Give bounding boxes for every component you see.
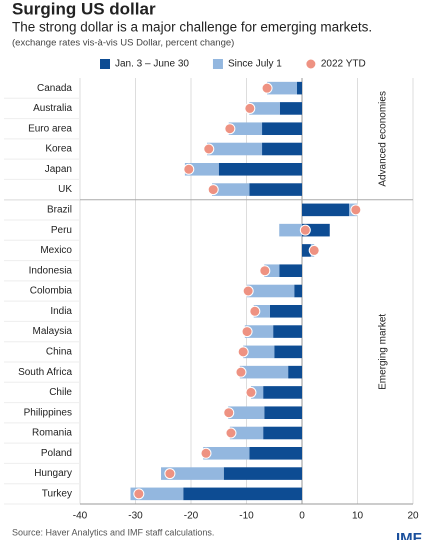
y-tick-label: Turkey — [42, 488, 72, 499]
group-label: Emerging market — [378, 314, 389, 390]
y-tick-label: Indonesia — [29, 265, 73, 276]
ytd-dot — [223, 407, 235, 419]
bar-segment — [262, 142, 302, 156]
bar-segment — [244, 325, 274, 338]
y-tick-label: Hungary — [34, 468, 72, 479]
bar-segment — [263, 426, 302, 440]
bar-segment — [183, 487, 302, 501]
y-tick-label: Japan — [45, 164, 72, 175]
ytd-dot — [237, 346, 249, 358]
bar-segment — [297, 81, 302, 95]
y-tick-label: Colombia — [30, 286, 73, 297]
legend-marker — [212, 59, 223, 69]
legend-label: Since July 1 — [228, 59, 282, 70]
y-tick-label: Australia — [33, 103, 72, 114]
bar-segment — [279, 102, 302, 115]
ytd-dot — [133, 488, 145, 500]
ytd-dot — [200, 447, 212, 459]
bar-segment — [267, 81, 298, 95]
x-tick-label: -40 — [73, 511, 88, 522]
source: Source: Haver Analytics and IMF staff ca… — [12, 527, 214, 537]
bar-segment — [203, 446, 250, 460]
bar-segment — [207, 142, 263, 156]
ytd-dot — [203, 143, 215, 155]
ytd-dot — [350, 204, 362, 216]
bar-segment — [228, 122, 263, 136]
y-tick-label: Romania — [32, 428, 72, 439]
chart-subtitle: The strong dollar is a major challenge f… — [12, 20, 372, 35]
legend-label: Jan. 3 – June 30 — [115, 59, 189, 70]
y-tick-label: Korea — [45, 144, 72, 155]
bar-segment — [239, 365, 289, 379]
x-tick-label: 10 — [352, 511, 364, 522]
bar-segment — [273, 325, 302, 338]
bar-segment — [249, 102, 280, 115]
y-tick-label: Mexico — [40, 245, 72, 256]
y-tick-label: Philippines — [24, 407, 72, 418]
ytd-dot — [183, 163, 195, 175]
bar-segment — [302, 203, 350, 217]
ytd-dot — [242, 285, 254, 297]
bar-segment — [249, 183, 302, 196]
group-label: Advanced economies — [378, 91, 389, 187]
bar-segment — [243, 345, 275, 359]
bar-segment — [184, 162, 219, 176]
bar-segment — [279, 264, 302, 278]
legend-label: 2022 YTD — [321, 59, 366, 70]
y-tick-label: China — [46, 346, 73, 357]
x-tick-label: -20 — [184, 511, 199, 522]
bar-segment — [288, 365, 302, 379]
y-tick-label: Malaysia — [33, 326, 73, 337]
y-tick-label: Canada — [37, 83, 72, 94]
y-tick-label: Euro area — [28, 123, 72, 134]
x-tick-label: -10 — [239, 511, 254, 522]
ytd-dot — [299, 224, 311, 236]
bar-segment — [212, 183, 250, 196]
y-tick-label: South Africa — [18, 367, 72, 378]
bar-segment — [274, 345, 302, 359]
bar-segment — [269, 304, 302, 318]
bar-segment — [223, 467, 302, 480]
bar-segment — [161, 467, 224, 480]
ytd-dot — [224, 123, 236, 135]
y-tick-label: Chile — [49, 387, 72, 398]
ytd-dot — [259, 265, 271, 277]
bar-segment — [130, 487, 184, 501]
bar-segment — [294, 284, 302, 298]
bar-segment — [279, 223, 302, 237]
x-tick-label: 0 — [299, 511, 305, 522]
ytd-dot — [308, 244, 320, 256]
bar-segment — [249, 446, 302, 460]
chart-note: (exchange rates vis-à-vis US Dollar, per… — [12, 38, 234, 49]
ytd-dot — [241, 326, 253, 338]
x-tick-label: 20 — [407, 511, 419, 522]
x-tick-label: -30 — [128, 511, 143, 522]
bar-segment — [228, 406, 265, 420]
ytd-dot — [235, 366, 247, 378]
bar-segment — [264, 406, 302, 420]
ytd-dot — [249, 305, 261, 317]
bar-segment — [263, 386, 302, 399]
legend-marker — [100, 59, 110, 69]
ytd-dot — [164, 468, 176, 480]
ytd-dot — [245, 386, 257, 398]
bar-segment — [302, 244, 311, 257]
bar-segment — [262, 122, 302, 136]
bar-segment — [247, 284, 295, 298]
bar-segment — [229, 426, 264, 440]
chart-title: Surging US dollar — [12, 0, 156, 18]
legend-marker — [305, 58, 317, 70]
y-tick-label: Brazil — [47, 204, 72, 215]
y-tick-label: India — [50, 306, 72, 317]
ytd-dot — [261, 82, 273, 94]
logo: IMF — [396, 530, 422, 540]
ytd-dot — [207, 184, 219, 196]
y-tick-label: Peru — [51, 225, 72, 236]
y-tick-label: UK — [58, 184, 72, 195]
ytd-dot — [244, 102, 256, 114]
ytd-dot — [225, 427, 237, 439]
bar-segment — [218, 162, 302, 176]
y-tick-label: Poland — [41, 448, 72, 459]
